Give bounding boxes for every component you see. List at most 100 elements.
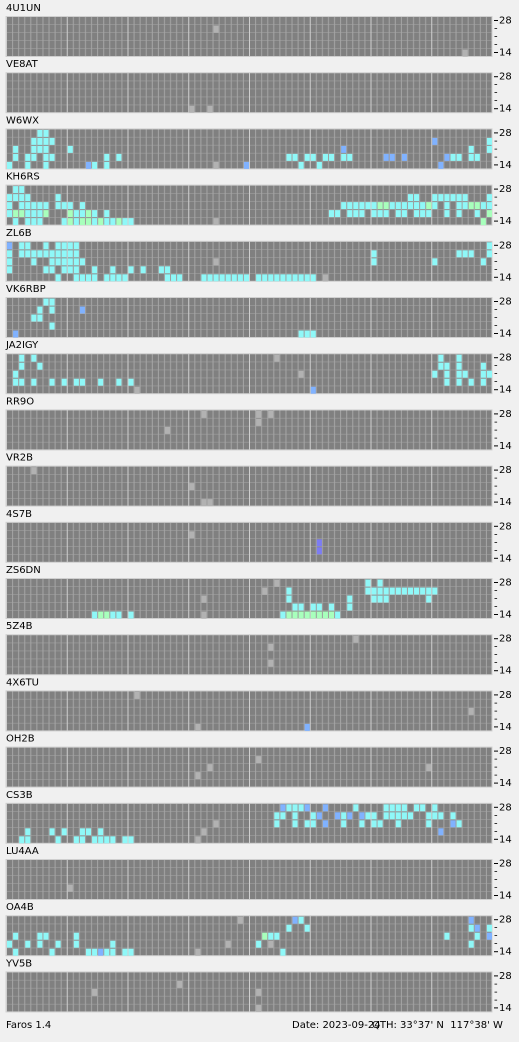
- beacon-cell: [268, 643, 274, 651]
- beacon-cell: [262, 932, 268, 940]
- beacon-cell: [55, 836, 61, 844]
- beacon-cell: [25, 218, 31, 226]
- beacon-cell: [371, 595, 377, 603]
- band-grid: [5, 184, 493, 226]
- station-call: YV5B: [5, 958, 32, 969]
- beacon-cell: [13, 210, 19, 218]
- beacon-cell: [225, 274, 231, 282]
- beacon-cell: [480, 258, 486, 266]
- beacon-cell: [189, 531, 195, 539]
- beacon-cell: [237, 916, 243, 924]
- beacon-cell: [292, 916, 298, 924]
- beacon-cell: [304, 153, 310, 161]
- band-label: -: [494, 698, 498, 709]
- beacon-cell: [31, 218, 37, 226]
- beacon-cell: [98, 378, 104, 386]
- beacon-cell: [110, 940, 116, 948]
- beacon-cell: [486, 932, 492, 940]
- band-label: 28: [499, 971, 512, 982]
- beacon-cell: [7, 940, 13, 948]
- beacon-cell: [79, 210, 85, 218]
- band-label: -: [494, 361, 498, 372]
- beacon-cell: [444, 153, 450, 161]
- beacon-cell: [19, 202, 25, 210]
- band-label: -: [494, 529, 498, 540]
- beacon-cell: [438, 812, 444, 820]
- beacon-cell: [31, 354, 37, 362]
- beacon-cell: [189, 105, 195, 113]
- beacon-cell: [49, 266, 55, 274]
- beacon-cell: [195, 772, 201, 780]
- beacon-cell: [256, 988, 262, 996]
- beacon-cell: [480, 218, 486, 226]
- beacon-cell: [85, 274, 92, 282]
- beacon-cell: [432, 587, 438, 595]
- band-label: -: [494, 136, 498, 147]
- beacon-cell: [371, 812, 377, 820]
- beacon-cell: [274, 354, 280, 362]
- beacon-cell: [31, 467, 37, 475]
- beacon-cell: [49, 306, 55, 314]
- band-label: -: [494, 417, 498, 428]
- beacon-cell: [322, 611, 328, 619]
- beacon-cell: [341, 820, 347, 828]
- beacon-cell: [304, 924, 310, 932]
- beacon-cell: [401, 812, 407, 820]
- beacon-cell: [292, 812, 298, 820]
- beacon-cell: [292, 820, 298, 828]
- band-grid: [5, 240, 493, 282]
- beacon-cell: [13, 370, 19, 378]
- grid-background: [5, 915, 493, 957]
- band-label: 28: [499, 802, 512, 813]
- beacon-cell: [474, 210, 480, 218]
- beacon-cell: [328, 210, 335, 218]
- beacon-cell: [432, 194, 438, 202]
- beacon-cell: [213, 820, 219, 828]
- band-label: -: [494, 875, 498, 886]
- beacon-cell: [73, 258, 79, 266]
- beacon-cell: [371, 820, 377, 828]
- band-label: 28: [499, 746, 512, 757]
- band-label: 14: [499, 610, 512, 621]
- beacon-cell: [201, 595, 207, 603]
- beacon-cell: [432, 258, 438, 266]
- beacon-cell: [486, 137, 492, 145]
- beacon-cell: [438, 354, 444, 362]
- grid-background: [5, 72, 493, 114]
- band-label: -: [494, 192, 498, 203]
- beacon-cell: [25, 250, 31, 258]
- beacon-cell: [432, 137, 438, 145]
- beacon-cell: [31, 137, 37, 145]
- beacon-cell: [104, 161, 110, 169]
- beacon-cell: [480, 378, 486, 386]
- beacon-cell: [43, 298, 49, 306]
- beacon-cell: [426, 764, 432, 772]
- beacon-cell: [13, 145, 19, 153]
- beacon-cell: [426, 587, 432, 595]
- beacon-cell: [438, 362, 444, 370]
- band-label: 14: [499, 553, 512, 564]
- beacon-cell: [128, 836, 134, 844]
- beacon-cell: [201, 611, 207, 619]
- beacon-cell: [49, 153, 55, 161]
- beacon-cell: [335, 812, 341, 820]
- beacon-cell: [456, 210, 462, 218]
- beacon-cell: [322, 820, 328, 828]
- beacon-cell: [98, 218, 104, 226]
- band-label: -: [494, 200, 498, 211]
- beacon-cell: [262, 274, 268, 282]
- beacon-cell: [164, 266, 171, 274]
- beacon-cell: [462, 49, 468, 57]
- beacon-cell: [7, 194, 13, 202]
- beacon-cell: [25, 828, 31, 836]
- beacon-cell: [92, 161, 98, 169]
- beacon-cell: [61, 218, 67, 226]
- beacon-cell: [268, 659, 274, 667]
- beacon-cell: [438, 828, 444, 836]
- beacon-cell: [201, 410, 207, 418]
